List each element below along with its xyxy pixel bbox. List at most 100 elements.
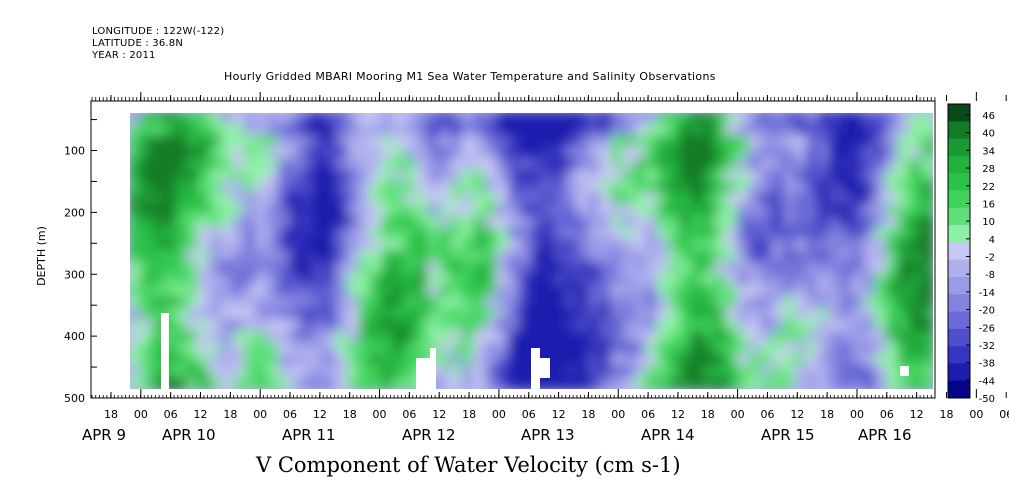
field-cell [163, 238, 177, 252]
field-cell [714, 353, 728, 367]
field-cell [782, 273, 797, 287]
field-cell [163, 192, 177, 206]
field-cell [450, 307, 464, 321]
field-cell [496, 169, 510, 183]
field-cell [886, 238, 900, 252]
field-cell [622, 261, 636, 275]
field-cell [645, 169, 659, 183]
field-cell [541, 273, 556, 287]
field-cell [530, 227, 544, 241]
field-cell [381, 169, 395, 183]
colorbar-tick-label: 34 [982, 146, 995, 157]
field-cell [461, 319, 476, 333]
field-cell [197, 123, 212, 137]
field-cell [450, 135, 464, 149]
field-cell [828, 365, 843, 379]
field-cell [679, 215, 694, 229]
colorbar-tick-label: -50 [979, 394, 995, 405]
field-cell [404, 250, 418, 264]
field-cell [461, 261, 476, 275]
field-cell [541, 158, 556, 172]
field-cell [714, 169, 728, 183]
colorbar-tick-label: -32 [979, 341, 995, 352]
field-cell [404, 353, 418, 367]
field-cell [553, 319, 567, 333]
field-cell [381, 261, 395, 275]
field-cell [702, 169, 717, 183]
field-cell [863, 238, 877, 252]
field-cell [702, 319, 717, 333]
field-cell [748, 158, 762, 172]
field-cell [507, 250, 522, 264]
field-cell [656, 158, 671, 172]
field-cell [346, 204, 361, 218]
field-cell [438, 273, 453, 287]
x-tick-label: 18 [223, 408, 237, 421]
field-cell [209, 158, 223, 172]
field-cell [507, 113, 522, 126]
field-cell [255, 113, 269, 126]
field-cell [140, 307, 154, 321]
field-cell [473, 146, 487, 160]
field-cell [541, 376, 556, 389]
field-cell [576, 158, 590, 172]
field-cell [220, 158, 235, 172]
field-cell [759, 146, 774, 160]
field-cell [759, 261, 774, 275]
field-cell [335, 169, 349, 183]
field-cell [140, 204, 154, 218]
x-tick-label: 00 [731, 408, 745, 421]
field-cell [335, 215, 349, 229]
field-cell [909, 135, 923, 149]
field-cell [714, 181, 728, 195]
field-cell [473, 158, 487, 172]
field-cell [794, 215, 808, 229]
field-cell [507, 365, 522, 379]
field-cell [197, 330, 212, 344]
field-cell [438, 330, 453, 344]
field-cell [140, 250, 154, 264]
colorbar-tick-label: -8 [985, 270, 995, 281]
field-cell [438, 376, 453, 389]
field-cell [530, 307, 544, 321]
field-cell [691, 307, 705, 321]
field-cell [220, 296, 235, 310]
field-cell [886, 261, 900, 275]
field-cell [886, 192, 900, 206]
field-cell [438, 365, 453, 379]
field-cell [691, 158, 705, 172]
field-cell [312, 319, 327, 333]
field-cell [851, 330, 866, 344]
field-cell [335, 181, 349, 195]
field-cell [828, 342, 843, 356]
field-cell [656, 330, 671, 344]
field-cell [541, 181, 556, 195]
field-cell [415, 284, 430, 298]
x-tick-label: 12 [910, 408, 924, 421]
field-cell [324, 113, 338, 126]
field-cell [324, 158, 338, 172]
date-label: APR 9 [82, 426, 126, 444]
field-cell [725, 307, 739, 321]
colorbar-swatch [948, 155, 970, 174]
field-cell [622, 123, 636, 137]
field-cell [645, 135, 659, 149]
field-cell [278, 158, 292, 172]
field-cell [278, 273, 292, 287]
field-cell [656, 273, 671, 287]
field-cell [863, 273, 877, 287]
field-cell [232, 319, 246, 333]
field-cell [736, 169, 751, 183]
field-cell [886, 146, 900, 160]
field-cell [404, 169, 418, 183]
field-cell [622, 296, 636, 310]
field-cell [473, 215, 487, 229]
field-cell [289, 113, 304, 126]
field-cell [278, 181, 292, 195]
field-cell [427, 319, 441, 333]
field-cell [232, 135, 246, 149]
field-cell [622, 365, 636, 379]
field-cell [805, 113, 820, 126]
field-cell [736, 330, 751, 344]
field-cell [587, 215, 602, 229]
